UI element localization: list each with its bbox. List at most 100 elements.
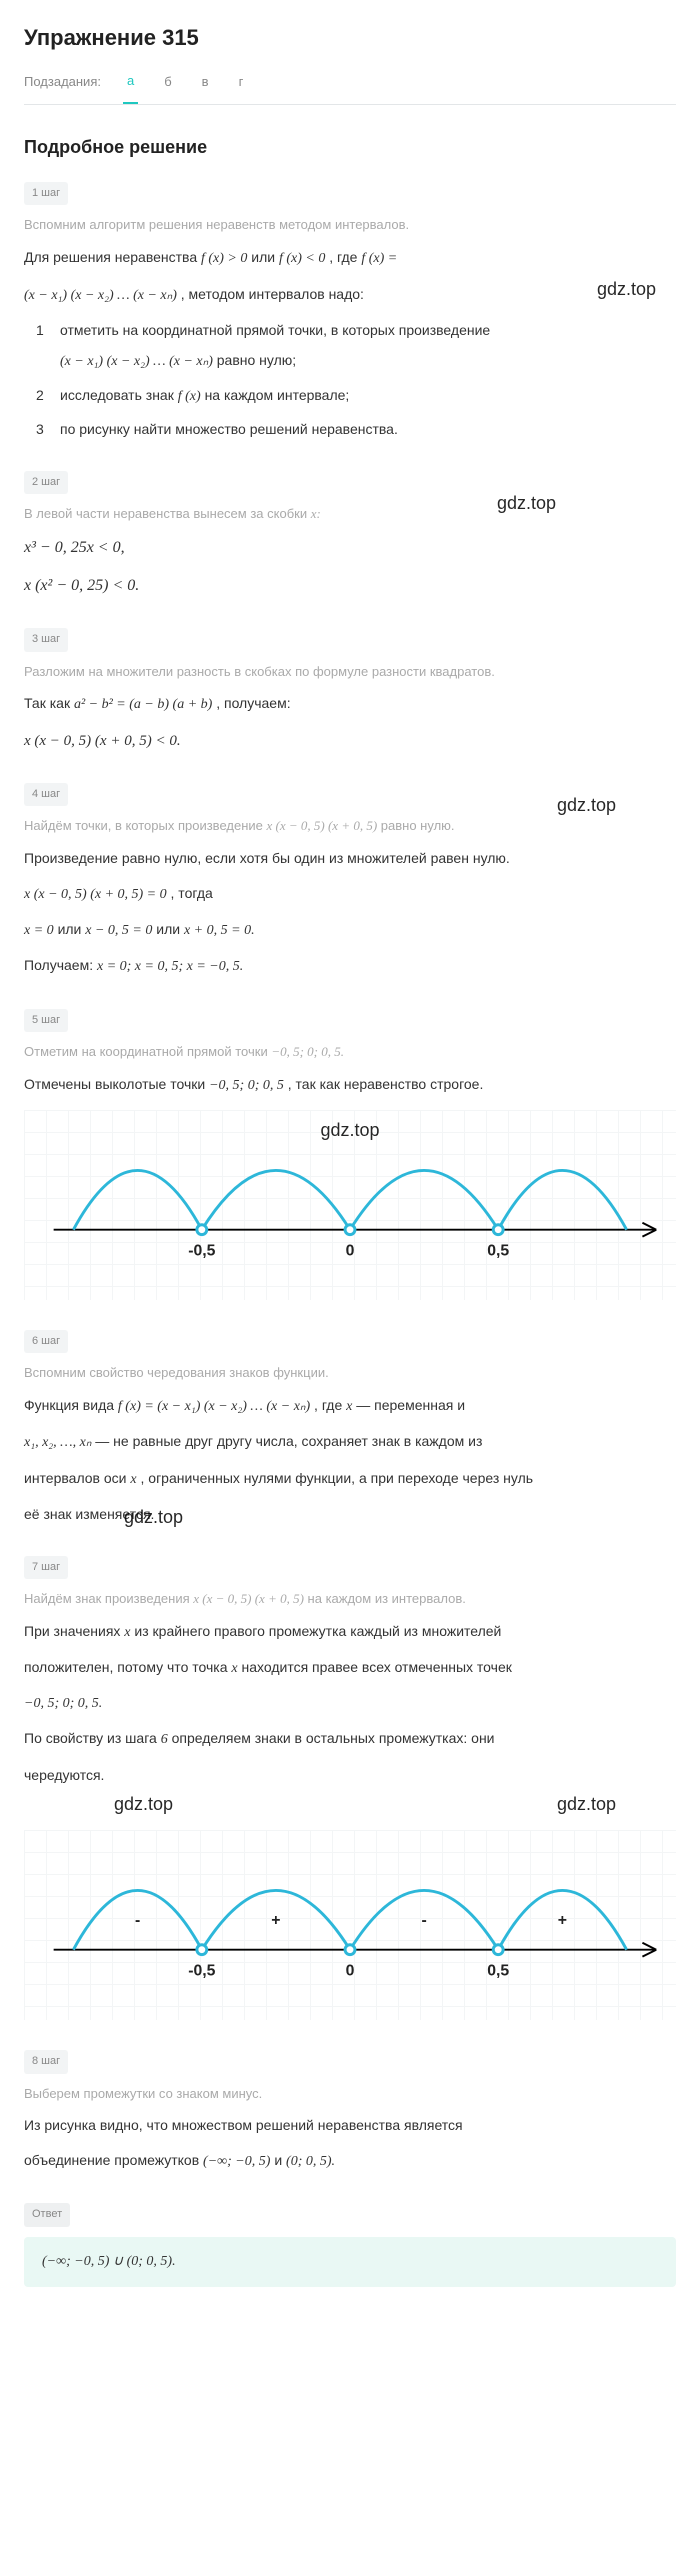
chart-svg: -0,500,5 bbox=[24, 1110, 676, 1300]
t: её знак изменяется. bbox=[24, 1503, 676, 1525]
text-line: интервалов оси x , ограниченных нулями ф… bbox=[24, 1467, 676, 1491]
formula: x (x − 0, 5) (x + 0, 5) bbox=[267, 818, 378, 833]
svg-text:-0,5: -0,5 bbox=[188, 1962, 215, 1979]
formula: x (x − 0, 5) (x + 0, 5) bbox=[193, 1591, 304, 1606]
step-desc: Разложим на множители разность в скобках… bbox=[24, 662, 676, 683]
formula: (0; 0, 5). bbox=[286, 2154, 335, 2169]
step-badge: 1 шаг bbox=[24, 182, 68, 206]
text-line: Отмечены выколотые точки −0, 5; 0; 0, 5 … bbox=[24, 1073, 676, 1097]
formula: f (x) < 0 bbox=[279, 251, 325, 266]
t: , где bbox=[329, 249, 361, 265]
list-num: 3 bbox=[36, 418, 48, 440]
watermark: gdz.top bbox=[114, 1790, 173, 1819]
step-desc: Выберем промежутки со знаком минус. bbox=[24, 2084, 676, 2105]
tab-b[interactable]: б bbox=[160, 72, 175, 103]
watermark: gdz.top bbox=[597, 275, 656, 304]
formula: f (x) = (x − x₁) (x − x₂) … (x − xₙ) bbox=[118, 1399, 310, 1414]
list-num: 1 bbox=[36, 319, 48, 374]
formula: x = 0; x = 0, 5; x = −0, 5. bbox=[97, 959, 243, 974]
subtasks-row: Подзадания: а б в г bbox=[24, 71, 676, 105]
formula: f (x) > 0 bbox=[201, 251, 247, 266]
text-line: объединение промежутков (−∞; −0, 5) и (0… bbox=[24, 2149, 676, 2173]
svg-text:+: + bbox=[271, 1912, 280, 1929]
t: Найдём знак произведения bbox=[24, 1591, 193, 1606]
wm-row: gdz.top gdz.top bbox=[24, 1798, 676, 1818]
t: Для решения неравенства bbox=[24, 249, 201, 265]
step-desc: Вспомним свойство чередования знаков фун… bbox=[24, 1363, 676, 1384]
formula: −0, 5; 0; 0, 5. bbox=[24, 1693, 676, 1715]
t: Произведение равно нулю, если хотя бы од… bbox=[24, 847, 676, 869]
answer-badge: Ответ bbox=[24, 2203, 70, 2227]
t: Отметим на координатной прямой точки bbox=[24, 1044, 271, 1059]
t: По свойству из шага bbox=[24, 1730, 161, 1746]
formula: −0, 5; 0; 0, 5. bbox=[271, 1044, 344, 1059]
t: интервалов оси bbox=[24, 1470, 130, 1486]
text-line: Функция вида f (x) = (x − x₁) (x − x₂) …… bbox=[24, 1394, 676, 1418]
t: Функция вида bbox=[24, 1397, 118, 1413]
step-7: 7 шаг Найдём знак произведения x (x − 0,… bbox=[24, 1554, 676, 2020]
step-badge: 2 шаг bbox=[24, 471, 68, 495]
formula: 6 bbox=[161, 1732, 168, 1747]
text-line: (x − x₁) (x − x₂) … (x − xₙ) , методом и… bbox=[24, 283, 676, 307]
formula: (x − x₁) (x − x₂) … (x − xₙ) bbox=[24, 288, 177, 303]
step-2: 2 шаг В левой части неравенства вынесем … bbox=[24, 469, 676, 599]
subtasks-label: Подзадания: bbox=[24, 72, 101, 103]
t: из крайнего правого промежутка каждый из… bbox=[134, 1623, 501, 1639]
t: на каждом из интервалов. bbox=[308, 1591, 466, 1606]
t: Найдём точки, в которых произведение bbox=[24, 818, 267, 833]
step-desc: Отметим на координатной прямой точки −0,… bbox=[24, 1042, 676, 1063]
t: на каждом интервале; bbox=[205, 387, 350, 403]
t: В левой части неравенства вынесем за ско… bbox=[24, 506, 311, 521]
step-6: 6 шаг Вспомним свойство чередования знак… bbox=[24, 1328, 676, 1526]
formula: x³ − 0, 25x < 0, bbox=[24, 535, 676, 561]
step-1: 1 шаг Вспомним алгоритм решения неравенс… bbox=[24, 180, 676, 441]
text-line: x = 0 или x − 0, 5 = 0 или x + 0, 5 = 0. bbox=[24, 918, 676, 942]
list-item: 1 отметить на координатной прямой точки,… bbox=[36, 319, 676, 374]
formula: f (x) = bbox=[361, 251, 397, 266]
step-3: 3 шаг Разложим на множители разность в с… bbox=[24, 626, 676, 753]
formula: (x − x₁) (x − x₂) … (x − xₙ) bbox=[60, 354, 213, 369]
solution-title: Подробное решение bbox=[24, 133, 676, 162]
t: — не равные друг другу числа, сохраняет … bbox=[95, 1433, 482, 1449]
formula: x + 0, 5 = 0. bbox=[184, 923, 255, 938]
exercise-title: Упражнение 315 bbox=[24, 20, 676, 55]
t: и bbox=[274, 2152, 286, 2168]
watermark: gdz.top bbox=[557, 791, 616, 820]
svg-text:+: + bbox=[558, 1912, 567, 1929]
step-5: 5 шаг Отметим на координатной прямой точ… bbox=[24, 1007, 676, 1300]
formula: x (x − 0, 5) (x + 0, 5) = 0 bbox=[24, 887, 167, 902]
tab-g[interactable]: г bbox=[235, 72, 248, 103]
list-num: 2 bbox=[36, 384, 48, 408]
step-desc: Найдём точки, в которых произведение x (… bbox=[24, 816, 676, 837]
svg-text:0,5: 0,5 bbox=[487, 1242, 509, 1259]
step-badge: 3 шаг bbox=[24, 628, 68, 652]
t: или bbox=[251, 249, 279, 265]
t: , тогда bbox=[171, 885, 213, 901]
t: — переменная и bbox=[356, 1397, 465, 1413]
watermark: gdz.top bbox=[557, 1790, 616, 1819]
svg-text:-: - bbox=[421, 1912, 426, 1929]
t: исследовать знак bbox=[60, 387, 178, 403]
formula: x (x² − 0, 25) < 0. bbox=[24, 573, 676, 599]
formula: x bbox=[124, 1625, 130, 1640]
step-desc: Найдём знак произведения x (x − 0, 5) (x… bbox=[24, 1589, 676, 1610]
t: равно нулю. bbox=[381, 818, 455, 833]
t: Так как bbox=[24, 695, 74, 711]
step-badge: 5 шаг bbox=[24, 1009, 68, 1033]
t: находится правее всех отмеченных точек bbox=[241, 1659, 511, 1675]
formula: x₁, x₂, …, xₙ bbox=[24, 1435, 91, 1450]
step-badge: 8 шаг bbox=[24, 2050, 68, 2074]
t: Из рисунка видно, что множеством решений… bbox=[24, 2114, 676, 2136]
tab-a[interactable]: а bbox=[123, 71, 138, 104]
formula: x bbox=[231, 1661, 237, 1676]
t: положителен, потому что точка bbox=[24, 1659, 231, 1675]
t: или bbox=[58, 921, 86, 937]
svg-text:-: - bbox=[135, 1912, 140, 1929]
step-badge: 4 шаг bbox=[24, 783, 68, 807]
formula: x = 0 bbox=[24, 923, 54, 938]
step-badge: 6 шаг bbox=[24, 1330, 68, 1354]
tab-v[interactable]: в bbox=[198, 72, 213, 103]
t: , где bbox=[314, 1397, 346, 1413]
text-line: x₁, x₂, …, xₙ — не равные друг другу чис… bbox=[24, 1430, 676, 1454]
t: , ограниченных нулями функции, а при пер… bbox=[141, 1470, 534, 1486]
